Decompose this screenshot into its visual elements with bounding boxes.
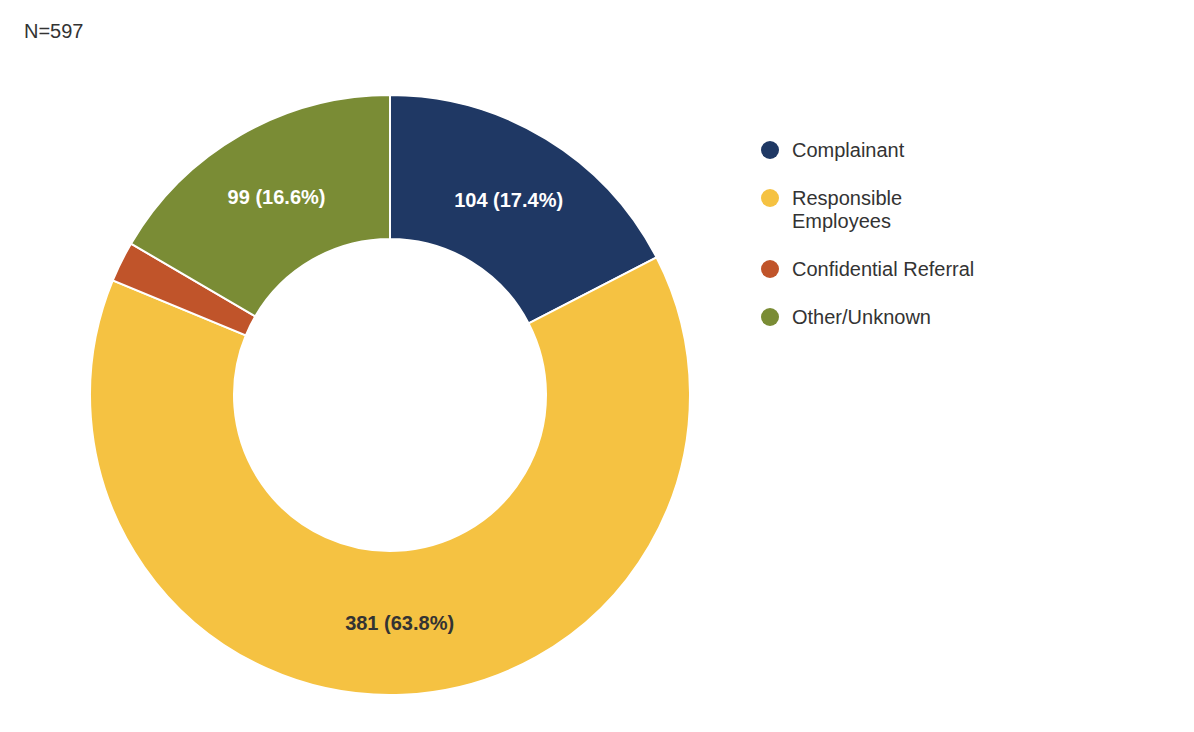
title: N=597	[24, 20, 84, 42]
chart-svg: N=597 104 (17.4%) 381 (63.8%) 99 (16.6%) Com…	[0, 0, 1194, 732]
legend-label: Complainant	[792, 139, 905, 161]
data-label: 381 (63.8%)	[345, 612, 454, 634]
legend-label: Other/Unknown	[792, 306, 931, 328]
legend-label-line: Responsible	[792, 187, 902, 209]
legend-item: Confidential Referral	[761, 258, 974, 280]
data-label: 99 (16.6%)	[228, 186, 326, 208]
legend-item: Other/Unknown	[761, 306, 931, 328]
legend-label-line: Employees	[792, 210, 891, 232]
legend-label-line: Confidential Referral	[792, 258, 974, 280]
legend-label: ResponsibleEmployees	[792, 187, 902, 232]
legend-item: Complainant	[761, 139, 905, 161]
legend-marker	[761, 189, 779, 207]
data-labels: 104 (17.4%) 381 (63.8%) 99 (16.6%)	[228, 186, 564, 634]
donut: 104 (17.4%) 381 (63.8%) 99 (16.6%)	[90, 95, 690, 695]
legend-marker	[761, 260, 779, 278]
legend: Complainant ResponsibleEmployees Confident…	[761, 139, 974, 328]
legend-item: ResponsibleEmployees	[761, 187, 902, 232]
data-label: 104 (17.4%)	[454, 189, 563, 211]
legend-label-line: Complainant	[792, 139, 905, 161]
legend-marker	[761, 141, 779, 159]
slice	[131, 95, 390, 316]
slice	[90, 257, 690, 695]
legend-label: Confidential Referral	[792, 258, 974, 280]
slices	[90, 95, 690, 695]
legend-label-line: Other/Unknown	[792, 306, 931, 328]
legend-marker	[761, 308, 779, 326]
